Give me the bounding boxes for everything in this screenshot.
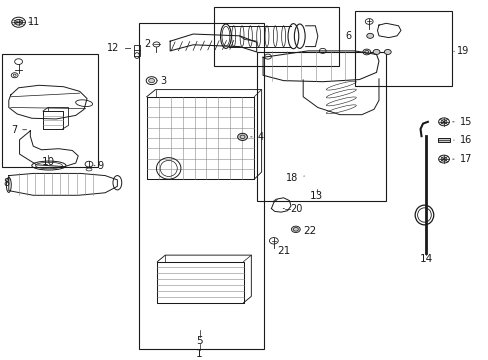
Circle shape (440, 120, 446, 124)
Text: 7: 7 (11, 125, 26, 135)
Bar (214, 7, 338, 66)
Circle shape (384, 49, 390, 54)
Text: 13: 13 (309, 191, 323, 201)
Text: 18: 18 (285, 173, 304, 183)
Text: 15: 15 (452, 117, 471, 127)
Circle shape (372, 49, 379, 54)
Bar (134, 45, 140, 55)
Circle shape (362, 49, 370, 55)
Text: 2: 2 (143, 40, 153, 49)
Circle shape (440, 157, 446, 161)
Bar (437, 138, 449, 142)
Text: 22: 22 (303, 226, 316, 236)
Text: 6: 6 (339, 31, 351, 41)
Text: 21: 21 (276, 246, 289, 256)
Text: 12: 12 (107, 43, 130, 53)
Circle shape (366, 33, 373, 39)
Circle shape (15, 19, 22, 25)
Bar (256, 52, 386, 201)
Text: 3: 3 (157, 76, 166, 86)
Text: 4: 4 (250, 132, 264, 142)
Text: 11: 11 (28, 17, 41, 27)
Text: 8: 8 (3, 178, 10, 188)
Text: 17: 17 (452, 154, 471, 164)
Bar (139, 23, 264, 349)
Text: 14: 14 (419, 254, 432, 264)
Bar (2, 54, 98, 167)
Text: 19: 19 (453, 46, 468, 56)
Text: 1: 1 (196, 349, 203, 359)
Text: 5: 5 (196, 336, 203, 346)
Circle shape (148, 78, 154, 83)
Circle shape (291, 226, 300, 233)
Circle shape (237, 133, 247, 140)
Text: 20: 20 (283, 203, 302, 213)
Bar (354, 11, 451, 86)
Text: 16: 16 (453, 135, 471, 145)
Text: 10: 10 (41, 157, 54, 167)
Text: 9: 9 (94, 161, 104, 171)
